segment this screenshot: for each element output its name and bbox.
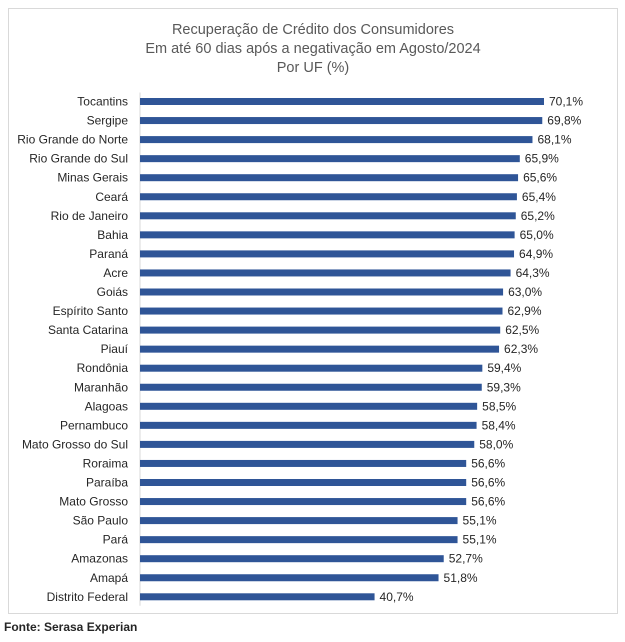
chart-title-line-2: Em até 60 dias após a negativação em Ago… [145, 41, 481, 57]
bar [140, 440, 475, 448]
category-label: Amapá [90, 571, 128, 585]
data-label: 63,0% [508, 285, 542, 299]
category-label: Bahia [97, 228, 128, 242]
bar [140, 555, 444, 563]
category-label: Paraná [89, 247, 128, 261]
category-label: Maranhão [74, 380, 128, 394]
data-label: 52,7% [449, 552, 483, 566]
bar [140, 517, 458, 525]
data-label: 51,8% [444, 571, 478, 585]
bar [140, 479, 467, 486]
category-label: Mato Grosso [59, 495, 128, 509]
bar [140, 136, 533, 144]
bar [140, 174, 519, 182]
category-label: Alagoas [85, 399, 128, 413]
bar [140, 345, 500, 353]
category-label: Acre [103, 266, 128, 280]
bar [140, 231, 515, 239]
data-label: 58,5% [482, 399, 516, 413]
category-label: Santa Catarina [48, 323, 128, 337]
bar [140, 98, 544, 105]
bar [140, 364, 483, 372]
bar [140, 155, 520, 163]
category-label: Tocantins [77, 95, 128, 109]
source-note: Fonte: Serasa Experian [4, 620, 138, 634]
category-label: Sergipe [87, 114, 129, 128]
category-label: Rondônia [77, 361, 129, 375]
category-label: São Paulo [73, 514, 129, 528]
data-label: 65,6% [523, 171, 557, 185]
category-label: Rio de Janeiro [51, 209, 129, 223]
data-label: 70,1% [549, 95, 583, 109]
category-label: Rio Grande do Norte [17, 133, 128, 147]
category-label: Piauí [101, 342, 129, 356]
data-label: 58,0% [479, 437, 513, 451]
category-label: Minas Gerais [57, 171, 128, 185]
data-label: 62,9% [508, 304, 542, 318]
bar [140, 459, 467, 467]
data-label: 56,6% [471, 495, 505, 509]
bar [140, 288, 504, 296]
data-label: 65,2% [521, 209, 555, 223]
data-label: 55,1% [463, 533, 497, 547]
data-label: 62,3% [504, 342, 538, 356]
category-label: Pernambuco [60, 418, 128, 432]
category-label: Paraíba [86, 476, 128, 490]
category-label: Pará [103, 533, 129, 547]
category-label: Rio Grande do Sul [29, 152, 128, 166]
bar [140, 402, 478, 410]
data-label: 62,5% [505, 323, 539, 337]
data-label: 58,4% [482, 418, 516, 432]
category-label: Distrito Federal [47, 590, 128, 604]
data-label: 55,1% [463, 514, 497, 528]
bar [140, 574, 439, 582]
bar [140, 269, 511, 277]
chart-title: Recuperação de Crédito dos Consumidores … [8, 21, 618, 78]
bar [140, 421, 477, 429]
bar [140, 307, 503, 315]
data-label: 65,4% [522, 190, 556, 204]
chart-title-line-1: Recuperação de Crédito dos Consumidores [171, 22, 455, 38]
chart-title-line-3: Por UF (%) [276, 60, 350, 76]
data-label: 65,0% [520, 228, 554, 242]
bar [140, 250, 515, 258]
data-label: 59,3% [487, 380, 521, 394]
bar [140, 326, 501, 334]
data-label: 68,1% [537, 133, 571, 147]
category-label: Mato Grosso do Sul [22, 437, 128, 451]
category-label: Espírito Santo [53, 304, 129, 318]
bar [140, 383, 482, 391]
data-label: 64,3% [516, 266, 550, 280]
category-label: Goiás [97, 285, 128, 299]
data-label: 69,8% [547, 114, 581, 128]
category-label: Roraima [83, 456, 129, 470]
data-label: 65,9% [525, 152, 559, 166]
data-label: 40,7% [380, 590, 414, 604]
data-label: 64,9% [519, 247, 553, 261]
bar [140, 117, 543, 125]
data-label: 59,4% [487, 361, 521, 375]
bar [140, 193, 517, 201]
category-label: Amazonas [71, 552, 128, 566]
bar [140, 498, 467, 506]
category-label: Ceará [95, 190, 128, 204]
data-label: 56,6% [471, 476, 505, 490]
data-label: 56,6% [471, 456, 505, 470]
bar [140, 593, 375, 601]
bar [140, 536, 458, 544]
bar [140, 212, 516, 220]
